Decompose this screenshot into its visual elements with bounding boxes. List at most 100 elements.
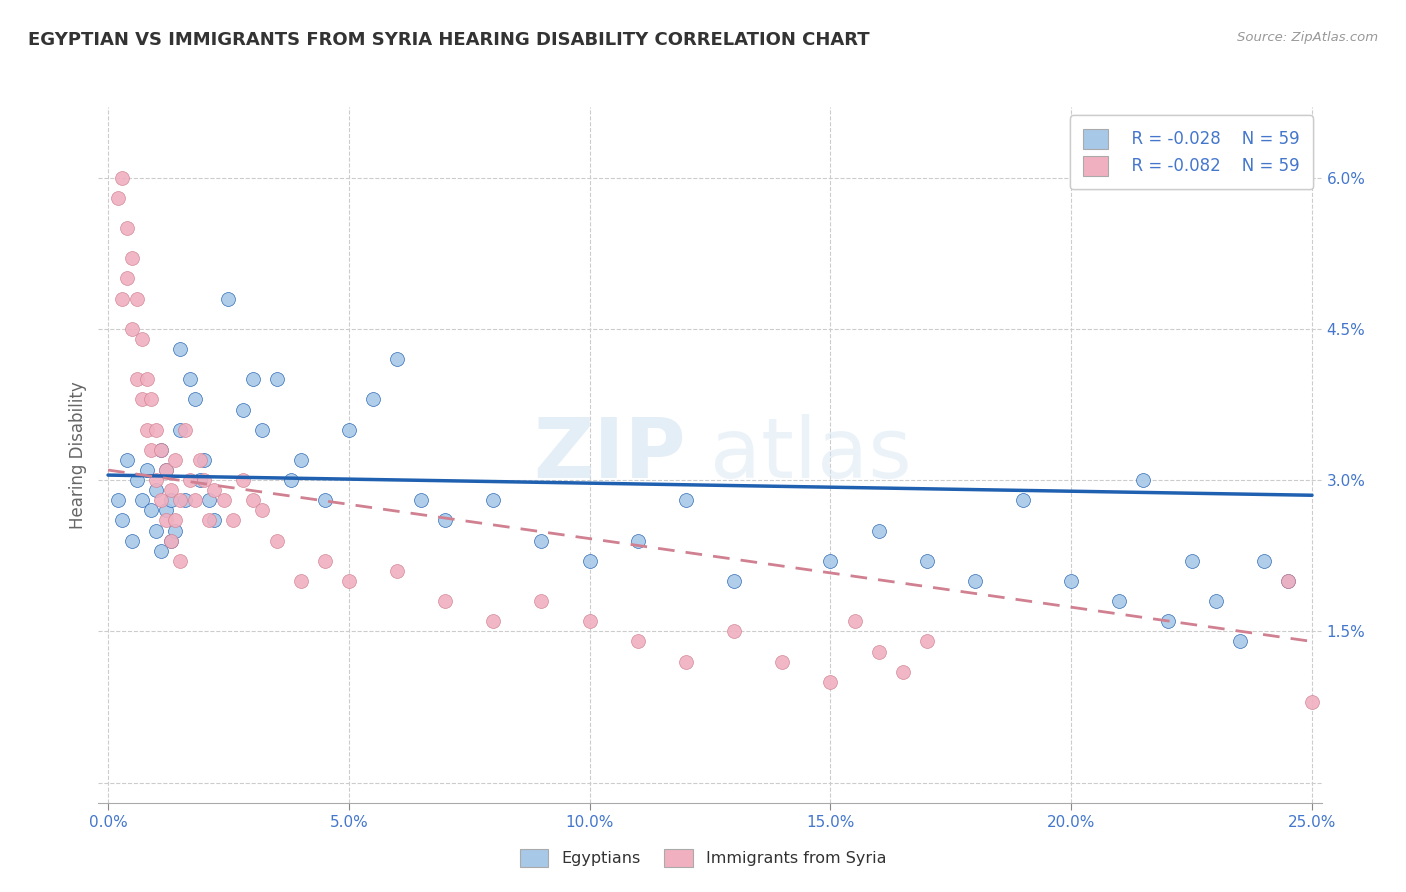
- Point: [250, 503, 273, 517]
- Point: [121, 322, 143, 336]
- Point: [145, 483, 167, 498]
- Point: [482, 615, 505, 629]
- Point: [125, 473, 148, 487]
- Text: EGYPTIAN VS IMMIGRANTS FROM SYRIA HEARING DISABILITY CORRELATION CHART: EGYPTIAN VS IMMIGRANTS FROM SYRIA HEARIN…: [28, 31, 870, 49]
- Point: [1108, 594, 1130, 608]
- Point: [385, 564, 408, 578]
- Point: [530, 594, 553, 608]
- Point: [159, 493, 181, 508]
- Point: [165, 524, 187, 538]
- Point: [1301, 695, 1323, 709]
- Point: [145, 423, 167, 437]
- Point: [155, 463, 177, 477]
- Point: [1060, 574, 1083, 588]
- Point: [184, 392, 207, 407]
- Point: [131, 392, 153, 407]
- Point: [159, 533, 181, 548]
- Legend: Egyptians, Immigrants from Syria: Egyptians, Immigrants from Syria: [512, 840, 894, 875]
- Point: [117, 271, 139, 285]
- Point: [530, 533, 553, 548]
- Point: [155, 503, 177, 517]
- Point: [111, 292, 134, 306]
- Point: [434, 513, 457, 527]
- Point: [159, 533, 181, 548]
- Point: [111, 513, 134, 527]
- Point: [232, 473, 254, 487]
- Point: [135, 423, 157, 437]
- Point: [193, 453, 215, 467]
- Point: [145, 524, 167, 538]
- Point: [280, 473, 302, 487]
- Point: [1012, 493, 1035, 508]
- Point: [868, 644, 890, 658]
- Point: [117, 453, 139, 467]
- Point: [434, 594, 457, 608]
- Point: [1156, 615, 1178, 629]
- Point: [820, 554, 842, 568]
- Point: [159, 483, 181, 498]
- Point: [1132, 473, 1154, 487]
- Point: [314, 554, 336, 568]
- Point: [232, 402, 254, 417]
- Point: [188, 473, 211, 487]
- Point: [125, 372, 148, 386]
- Point: [385, 352, 408, 367]
- Legend:   R = -0.028    N = 59,   R = -0.082    N = 59: R = -0.028 N = 59, R = -0.082 N = 59: [1070, 115, 1313, 189]
- Point: [337, 423, 360, 437]
- Point: [117, 221, 139, 235]
- Point: [1253, 554, 1275, 568]
- Point: [222, 513, 245, 527]
- Point: [770, 655, 793, 669]
- Point: [150, 543, 173, 558]
- Point: [169, 342, 191, 356]
- Point: [174, 493, 197, 508]
- Point: [131, 332, 153, 346]
- Point: [675, 655, 697, 669]
- Point: [915, 634, 938, 648]
- Text: atlas: atlas: [710, 415, 911, 495]
- Point: [193, 473, 215, 487]
- Point: [150, 442, 173, 457]
- Point: [290, 574, 312, 588]
- Text: ZIP: ZIP: [533, 415, 686, 495]
- Point: [141, 392, 163, 407]
- Point: [169, 493, 191, 508]
- Point: [314, 493, 336, 508]
- Point: [135, 463, 157, 477]
- Point: [179, 372, 201, 386]
- Point: [242, 372, 264, 386]
- Point: [409, 493, 432, 508]
- Point: [915, 554, 938, 568]
- Point: [578, 615, 600, 629]
- Point: [675, 493, 697, 508]
- Point: [578, 554, 600, 568]
- Point: [198, 493, 221, 508]
- Point: [141, 442, 163, 457]
- Point: [963, 574, 986, 588]
- Point: [155, 513, 177, 527]
- Point: [482, 493, 505, 508]
- Text: Source: ZipAtlas.com: Source: ZipAtlas.com: [1237, 31, 1378, 45]
- Point: [820, 674, 842, 689]
- Point: [198, 513, 221, 527]
- Point: [266, 533, 288, 548]
- Point: [165, 513, 187, 527]
- Point: [242, 493, 264, 508]
- Y-axis label: Hearing Disability: Hearing Disability: [69, 381, 87, 529]
- Point: [290, 453, 312, 467]
- Point: [723, 574, 745, 588]
- Point: [250, 423, 273, 437]
- Point: [155, 463, 177, 477]
- Point: [131, 493, 153, 508]
- Point: [145, 473, 167, 487]
- Point: [868, 524, 890, 538]
- Point: [107, 191, 129, 205]
- Point: [179, 473, 201, 487]
- Point: [165, 453, 187, 467]
- Point: [217, 292, 239, 306]
- Point: [844, 615, 866, 629]
- Point: [135, 372, 157, 386]
- Point: [125, 292, 148, 306]
- Point: [121, 533, 143, 548]
- Point: [212, 493, 235, 508]
